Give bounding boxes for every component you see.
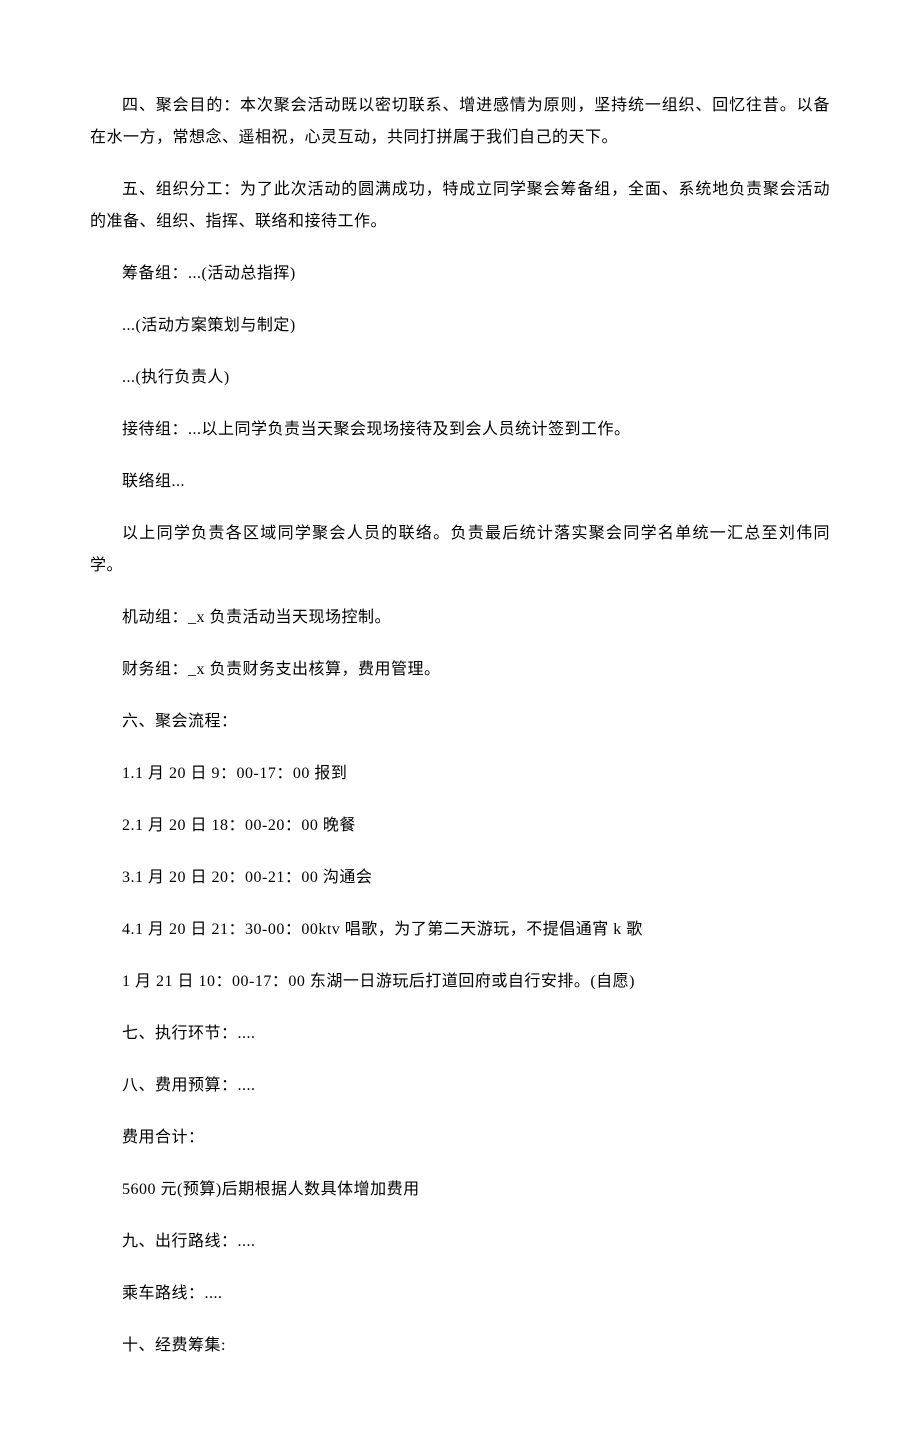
paragraph-fundraising: 十、经费筹集: (90, 1330, 830, 1362)
paragraph-total-value: 5600 元(预算)后期根据人数具体增加费用 (90, 1174, 830, 1206)
paragraph-reception-group: 接待组：...以上同学负责当天聚会现场接待及到会人员统计签到工作。 (90, 414, 830, 446)
paragraph-exec-steps: 七、执行环节：.... (90, 1018, 830, 1050)
paragraph-division: 五、组织分工：为了此次活动的圆满成功，特成立同学聚会筹备组，全面、系统地负责聚会… (90, 174, 830, 238)
paragraph-budget-heading: 八、费用预算：.... (90, 1070, 830, 1102)
paragraph-schedule-5: 1 月 21 日 10：00-17：00 东湖一日游玩后打道回府或自行安排。(自… (90, 966, 830, 998)
paragraph-contact-group: 联络组... (90, 466, 830, 498)
paragraph-contact-detail: 以上同学负责各区域同学聚会人员的联络。负责最后统计落实聚会同学名单统一汇总至刘伟… (90, 518, 830, 582)
paragraph-schedule-1: 1.1 月 20 日 9：00-17：00 报到 (90, 758, 830, 790)
paragraph-schedule-3: 3.1 月 20 日 20：00-21：00 沟通会 (90, 862, 830, 894)
paragraph-schedule-4: 4.1 月 20 日 21：30-00：00ktv 唱歌，为了第二天游玩，不提倡… (90, 914, 830, 946)
paragraph-plan-maker: ...(活动方案策划与制定) (90, 310, 830, 342)
paragraph-mobile-group: 机动组：_x 负责活动当天现场控制。 (90, 602, 830, 634)
paragraph-finance-group: 财务组：_x 负责财务支出核算，费用管理。 (90, 654, 830, 686)
paragraph-process-heading: 六、聚会流程： (90, 706, 830, 738)
paragraph-exec-lead: ...(执行负责人) (90, 362, 830, 394)
paragraph-total-label: 费用合计： (90, 1122, 830, 1154)
paragraph-schedule-2: 2.1 月 20 日 18：00-20：00 晚餐 (90, 810, 830, 842)
paragraph-route-heading: 九、出行路线：.... (90, 1226, 830, 1258)
paragraph-prep-group: 筹备组：...(活动总指挥) (90, 258, 830, 290)
paragraph-purpose: 四、聚会目的：本次聚会活动既以密切联系、增进感情为原则，坚持统一组织、回忆往昔。… (90, 90, 830, 154)
paragraph-bus-route: 乘车路线：.... (90, 1278, 830, 1310)
